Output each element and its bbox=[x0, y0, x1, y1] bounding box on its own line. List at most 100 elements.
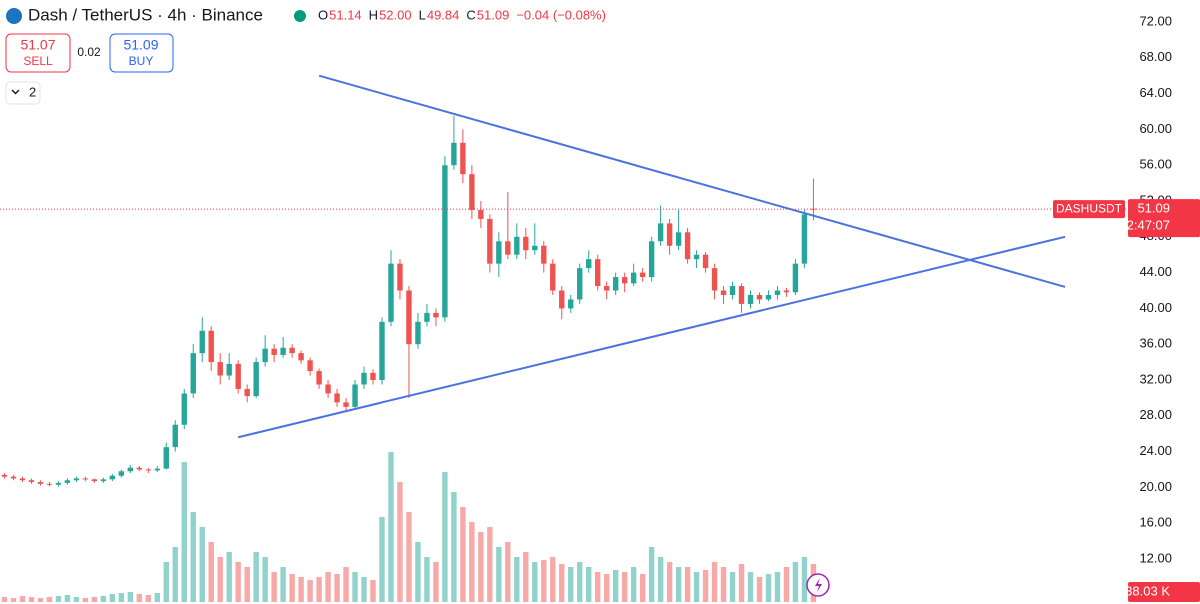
volume-bar bbox=[307, 580, 313, 602]
volume-bar bbox=[415, 542, 421, 602]
volume-bar bbox=[774, 572, 781, 602]
ohlc-key: L bbox=[419, 7, 426, 22]
candle-body bbox=[235, 363, 241, 389]
candle-body bbox=[172, 424, 178, 448]
volume-bar bbox=[100, 596, 107, 602]
candle-body bbox=[550, 263, 556, 291]
candle-body bbox=[559, 290, 565, 309]
candle-body bbox=[469, 174, 475, 210]
symbol-title: Dash / TetherUS · 4h · Binance bbox=[28, 5, 263, 24]
candle-body bbox=[55, 482, 62, 485]
candle-body bbox=[73, 478, 80, 481]
volume-bar bbox=[801, 557, 808, 602]
candle-body bbox=[199, 330, 205, 354]
volume-bar bbox=[693, 572, 700, 602]
volume-bar bbox=[244, 567, 250, 602]
volume-bar bbox=[711, 562, 718, 602]
buy-label[interactable]: BUY bbox=[129, 54, 154, 68]
candle-body bbox=[325, 384, 331, 394]
candle-body bbox=[253, 362, 259, 397]
candle-body bbox=[729, 286, 736, 295]
candle-body bbox=[774, 290, 781, 295]
candle-body bbox=[657, 223, 664, 242]
volume-bar bbox=[729, 572, 736, 602]
candle-body bbox=[612, 277, 619, 291]
buy-price[interactable]: 51.09 bbox=[123, 37, 158, 53]
sell-price[interactable]: 51.07 bbox=[20, 37, 55, 53]
candle-body bbox=[523, 236, 529, 251]
volume-bar bbox=[675, 567, 682, 602]
volume-bar bbox=[46, 597, 53, 602]
volume-bar bbox=[747, 572, 754, 602]
candle-body bbox=[747, 294, 754, 304]
volume-bar bbox=[514, 557, 520, 602]
y-tick-label: 12.00 bbox=[1139, 550, 1172, 565]
candle-body bbox=[711, 268, 718, 291]
volume-bar bbox=[666, 562, 673, 602]
volume-bar bbox=[550, 557, 556, 602]
y-tick-label: 16.00 bbox=[1139, 515, 1172, 530]
volume-bar bbox=[648, 547, 655, 602]
candle-body bbox=[181, 393, 187, 425]
indicator-count[interactable]: 2 bbox=[29, 84, 36, 99]
volume-bar bbox=[406, 512, 412, 602]
volume-bar bbox=[738, 564, 745, 602]
lightning-icon bbox=[815, 578, 822, 592]
volume-bar bbox=[82, 598, 89, 602]
candle-body bbox=[154, 468, 160, 471]
market-status bbox=[294, 10, 306, 22]
sell-label[interactable]: SELL bbox=[23, 54, 53, 68]
volume-bar bbox=[226, 552, 232, 602]
ohlc: O 51.14 H 52.00 L 49.84 C 51.09 −0.04 (−0.08%) bbox=[318, 7, 606, 22]
candle-body bbox=[406, 290, 412, 345]
y-tick-label: 36.00 bbox=[1139, 336, 1172, 351]
candle-body bbox=[577, 268, 583, 300]
buy-button[interactable] bbox=[109, 33, 174, 73]
volume-bar bbox=[172, 547, 178, 602]
candle-body bbox=[37, 482, 44, 484]
indicator-toggle[interactable] bbox=[5, 81, 41, 105]
plot: 12.00 16.00 20.00 24.00 28.00 32.00 36.00 40.00… bbox=[0, 13, 1200, 602]
price-tag: 51.09 bbox=[1137, 201, 1170, 216]
volume-bar bbox=[639, 574, 646, 602]
volume-bar bbox=[109, 594, 116, 602]
volume-bar bbox=[253, 552, 259, 602]
volume-bar bbox=[289, 574, 295, 602]
y-tick-label: 20.00 bbox=[1139, 479, 1172, 494]
trend-line bbox=[237, 235, 1066, 439]
candle-body bbox=[720, 290, 727, 295]
volume-bar bbox=[91, 597, 98, 602]
candle-body bbox=[379, 321, 385, 380]
volume-bar bbox=[316, 577, 322, 602]
candle-body bbox=[505, 241, 511, 255]
volume-bar bbox=[424, 557, 430, 602]
candle-body bbox=[648, 241, 655, 278]
candle-body bbox=[586, 259, 592, 269]
candle-body bbox=[630, 272, 637, 284]
volume-bar bbox=[298, 577, 304, 602]
sell-button[interactable] bbox=[5, 33, 71, 73]
volume-bar bbox=[487, 527, 493, 602]
candle-body bbox=[163, 447, 169, 469]
volume-bar bbox=[451, 492, 457, 602]
candle-body bbox=[801, 214, 808, 264]
volume-bar bbox=[505, 542, 511, 602]
candle-body bbox=[460, 142, 466, 175]
ohlc-value: 51.09 bbox=[477, 7, 510, 22]
candle-body bbox=[289, 347, 295, 354]
volume-bar bbox=[190, 512, 196, 602]
volume-bar bbox=[73, 597, 80, 602]
candle-body bbox=[702, 254, 709, 269]
candle-body bbox=[442, 165, 448, 318]
volume-bar bbox=[630, 567, 637, 602]
volume-bar bbox=[118, 593, 125, 602]
candle-body bbox=[136, 467, 143, 470]
volume-bar bbox=[603, 574, 610, 602]
volume-bar bbox=[19, 596, 26, 602]
candle-body bbox=[226, 363, 232, 376]
volume-bar bbox=[181, 462, 187, 602]
candle-body bbox=[388, 263, 394, 322]
y-tick-label: 28.00 bbox=[1139, 407, 1172, 422]
candle-body bbox=[208, 330, 214, 363]
